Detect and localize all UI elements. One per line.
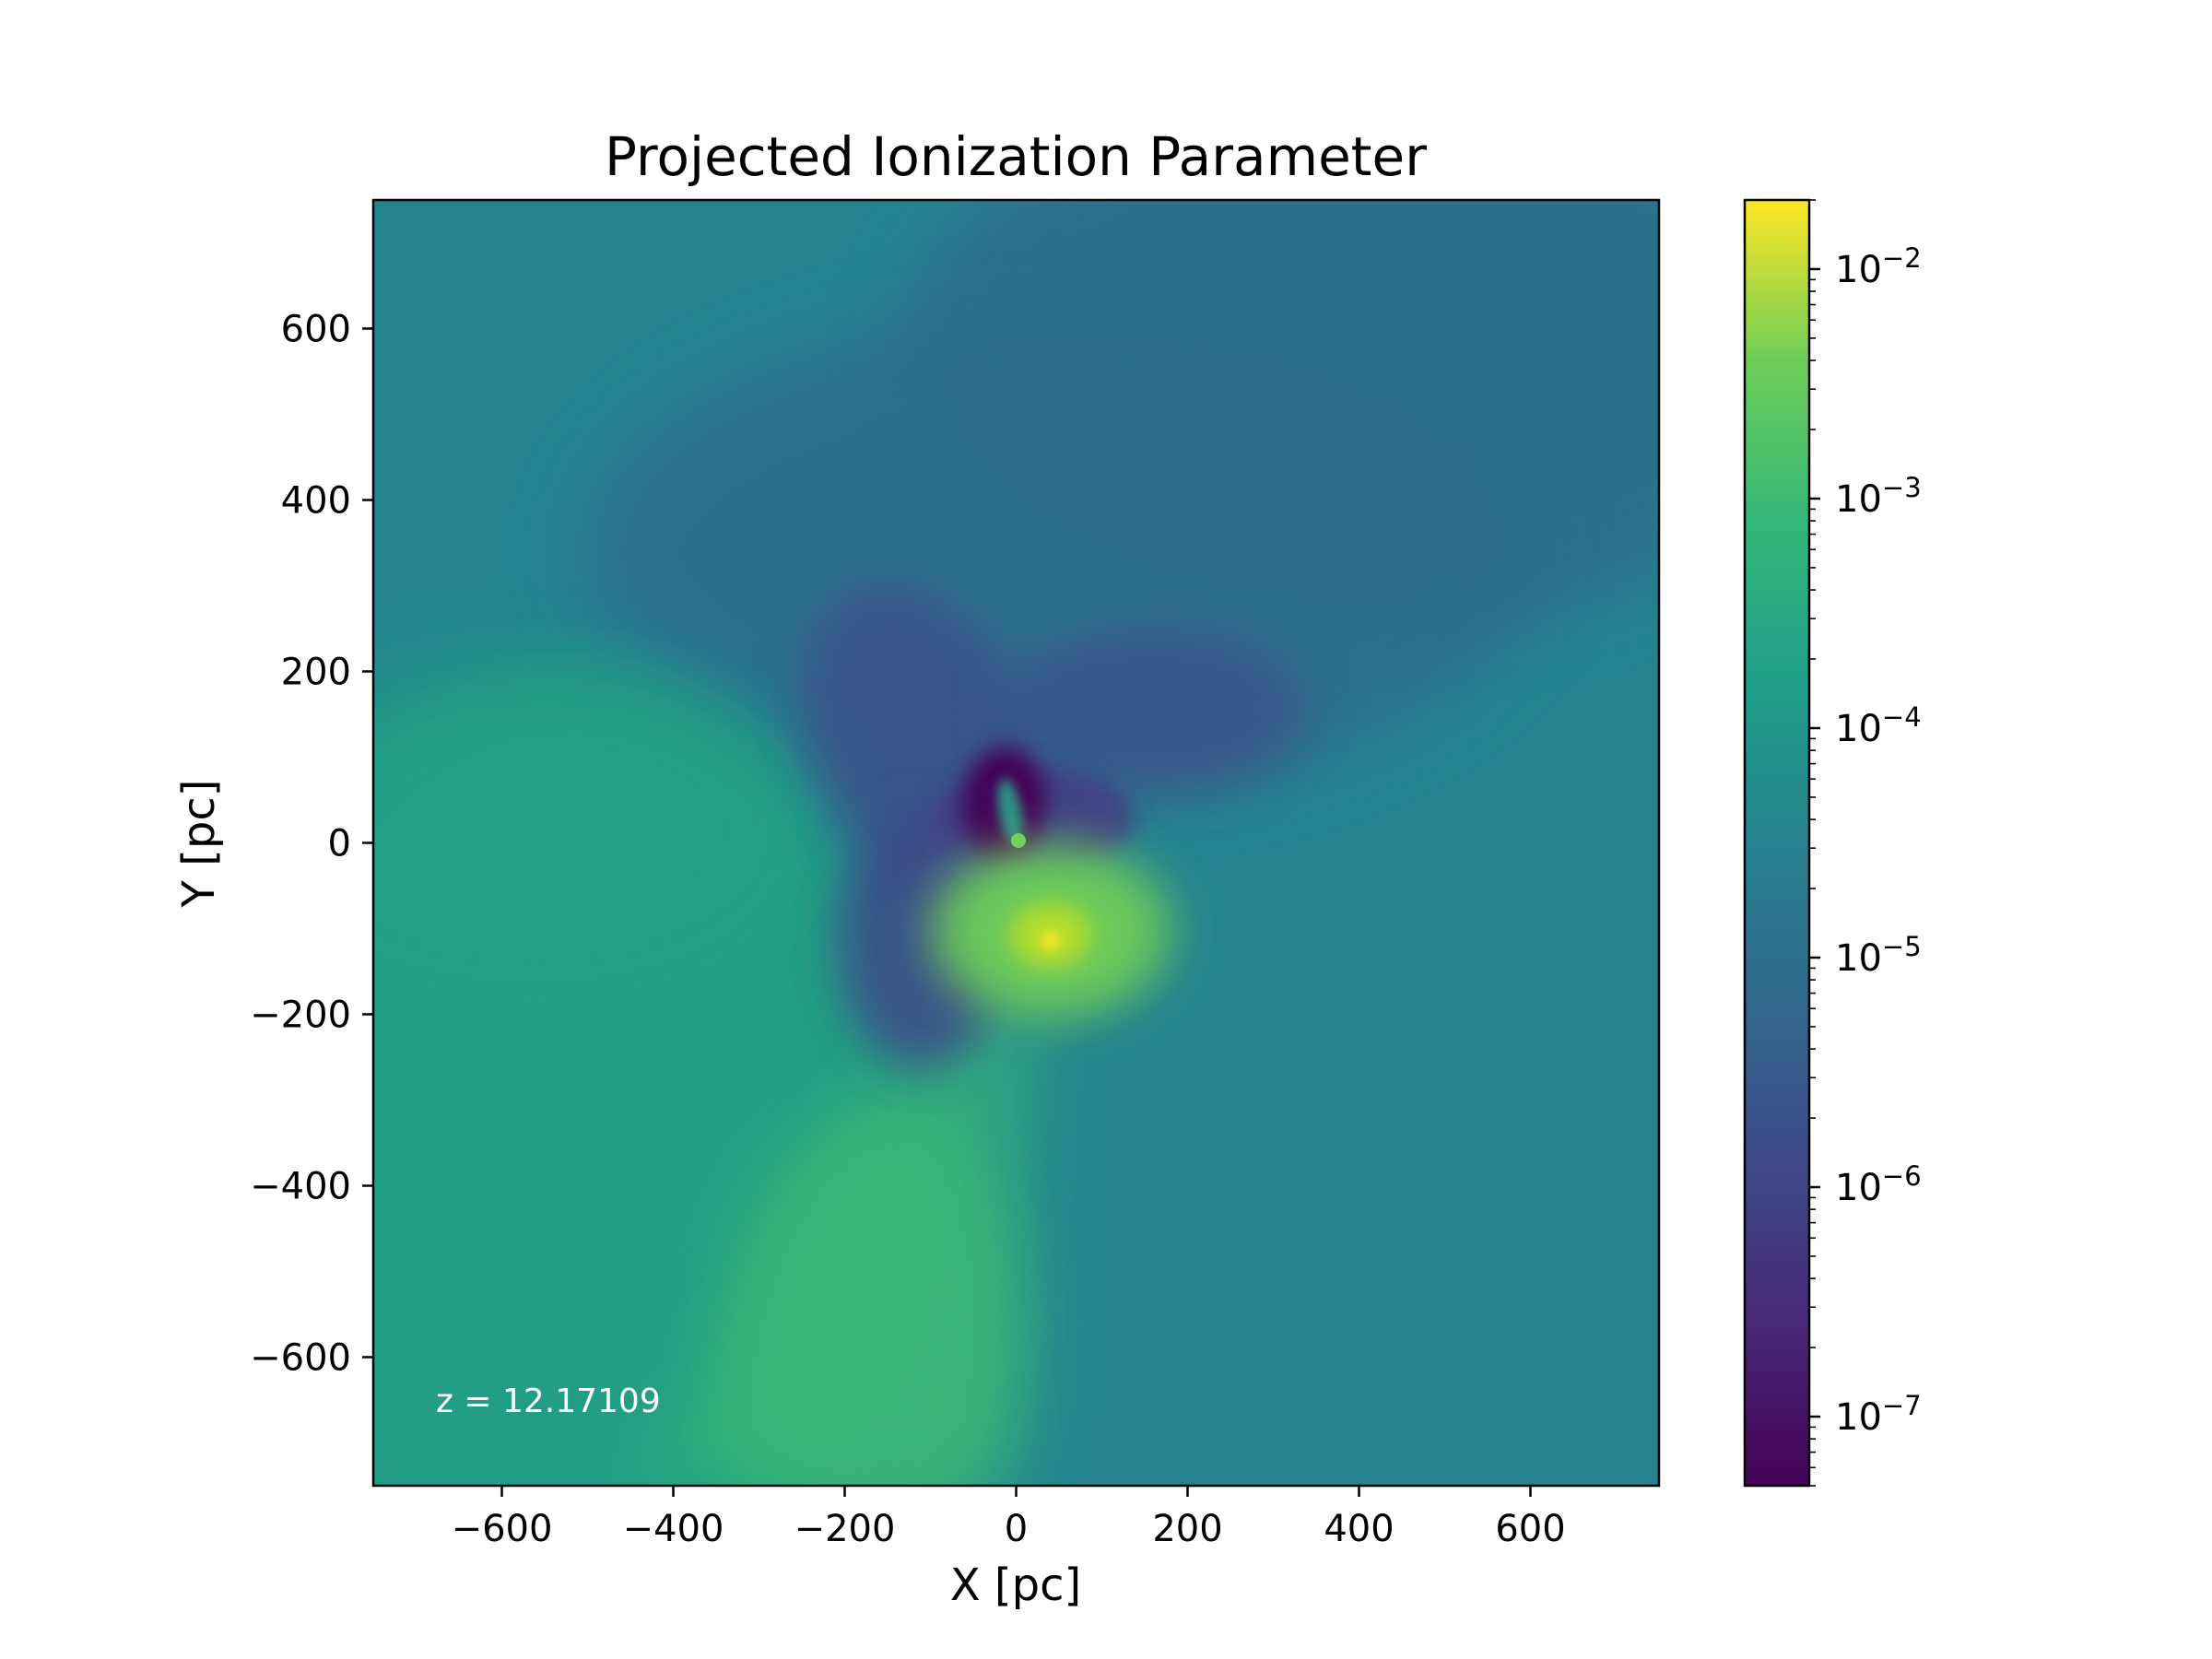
y-tick-label: 0 bbox=[328, 823, 351, 865]
y-tick-label: −600 bbox=[250, 1337, 351, 1380]
y-axis-label: Y [pc] bbox=[173, 780, 225, 909]
x-tick-label: −400 bbox=[623, 1508, 724, 1550]
colorbar-tick-label: 10−3 bbox=[1835, 472, 1922, 521]
y-tick-label: −400 bbox=[250, 1166, 351, 1208]
y-tick-label: 400 bbox=[281, 480, 351, 523]
x-tick-label: 600 bbox=[1495, 1508, 1565, 1550]
y-tick-label: −200 bbox=[250, 994, 351, 1037]
x-tick-label: −600 bbox=[452, 1508, 553, 1550]
y-tick-label: 600 bbox=[281, 309, 351, 351]
colorbar-tick-label: 10−6 bbox=[1835, 1160, 1922, 1209]
x-axis: −600 −400 −200 0 200 400 600 bbox=[452, 1486, 1566, 1550]
y-tick-label: 200 bbox=[281, 652, 351, 694]
bright-core bbox=[1041, 931, 1060, 949]
chart-title: Projected Ionization Parameter bbox=[605, 125, 1427, 188]
colorbar-axis: 10−7 10−6 10−5 10−4 10−3 10−2 bbox=[1809, 199, 1922, 1487]
speck-cluster bbox=[997, 778, 1023, 844]
x-tick-label: 0 bbox=[1005, 1508, 1028, 1550]
colorbar-frame bbox=[1743, 198, 1811, 1488]
x-tick-label: 400 bbox=[1324, 1508, 1394, 1550]
y-axis: −600 −400 −200 0 200 400 600 bbox=[250, 309, 373, 1380]
redshift-annotation: z = 12.17109 bbox=[436, 1382, 661, 1420]
x-axis-label: X [pc] bbox=[950, 1559, 1081, 1611]
x-tick-label: −200 bbox=[794, 1508, 896, 1550]
heatmap-image bbox=[373, 200, 1659, 1486]
x-tick-label: 200 bbox=[1152, 1508, 1222, 1550]
colorbar-tick-label: 10−2 bbox=[1835, 242, 1922, 291]
colorbar-tick-label: 10−5 bbox=[1835, 931, 1922, 980]
outflow-plume-core bbox=[728, 1115, 1023, 1486]
colorbar-tick-label: 10−7 bbox=[1835, 1390, 1922, 1439]
speck-bright bbox=[1011, 833, 1026, 848]
dark-lobe-ne bbox=[995, 627, 1309, 793]
region-left-mid bbox=[373, 664, 811, 995]
colorbar-tick-label: 10−4 bbox=[1835, 701, 1922, 750]
colorbar bbox=[1745, 200, 1809, 1486]
